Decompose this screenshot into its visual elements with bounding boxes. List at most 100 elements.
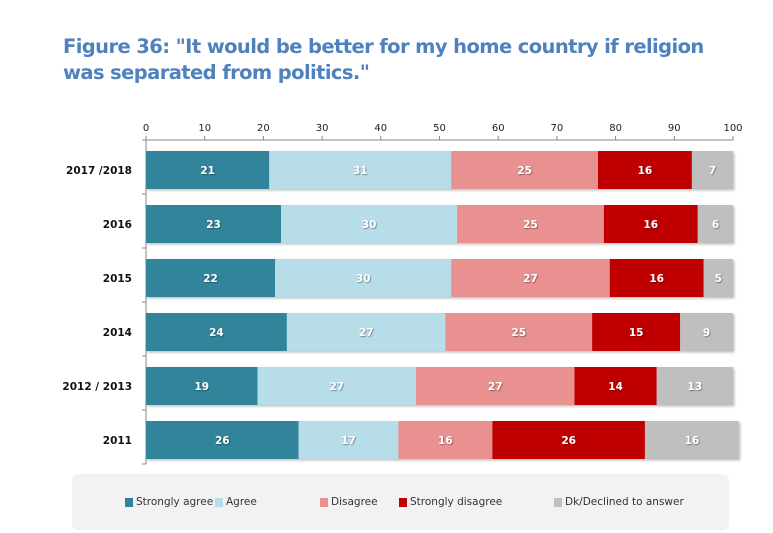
x-tick-label: 0 (143, 123, 149, 134)
bar-segment (691, 151, 733, 189)
data-label: 25 (511, 327, 526, 339)
x-tick-label: 90 (668, 123, 681, 134)
legend-label: Dk/Declined to answer (565, 496, 684, 508)
category-label: 2017 /2018 (66, 165, 132, 177)
bar-segment (656, 367, 733, 405)
data-label: 15 (629, 327, 644, 339)
data-label: 26 (215, 435, 230, 447)
data-label: 14 (608, 381, 623, 393)
x-tick-label: 70 (551, 123, 564, 134)
data-label: 27 (523, 273, 538, 285)
bar-row-labels: 23 30 25 16 6 (206, 219, 719, 231)
data-label: 13 (688, 381, 703, 393)
bar-row (146, 259, 733, 297)
bar-segment (146, 205, 282, 243)
bar-row-labels: 26 17 16 26 16 (215, 435, 699, 447)
bar-segment (680, 313, 733, 351)
data-label: 25 (517, 165, 532, 177)
bar-segment (574, 367, 657, 405)
bar-row (146, 313, 733, 351)
bar-segment (445, 313, 593, 351)
data-label: 25 (523, 219, 538, 231)
bar-segment (298, 421, 399, 459)
x-tick-label: 10 (198, 123, 211, 134)
data-label: 16 (644, 219, 659, 231)
bar-segment (697, 205, 733, 243)
bar-segment (146, 259, 276, 297)
data-label: 9 (703, 327, 710, 339)
legend-swatch (399, 497, 407, 507)
bar-segment (257, 367, 417, 405)
x-tick-label: 30 (316, 123, 329, 134)
bar-segment (603, 205, 698, 243)
x-tick-label: 20 (257, 123, 270, 134)
bar-segment (146, 151, 270, 189)
data-label: 19 (194, 381, 209, 393)
legend-item: Disagree (320, 496, 378, 508)
data-label: 17 (341, 435, 356, 447)
legend-label: Strongly agree (136, 496, 214, 508)
data-label: 5 (715, 273, 722, 285)
data-label: 7 (709, 165, 716, 177)
data-label: 27 (488, 381, 503, 393)
bar-row (146, 367, 733, 405)
data-label: 27 (329, 381, 344, 393)
bar-segment (492, 421, 645, 459)
legend-label: Disagree (331, 496, 378, 508)
category-label: 2012 / 2013 (62, 381, 132, 393)
bar-segment (451, 259, 610, 297)
category-label: 2016 (103, 219, 132, 231)
bar-segment (275, 259, 452, 297)
bar-row-labels: 24 27 25 15 9 (209, 327, 710, 339)
bar-row-labels: 21 31 25 16 7 (200, 165, 716, 177)
category-label: 2015 (103, 273, 132, 285)
legend-item: Strongly agree (125, 496, 213, 508)
bar-segment (269, 151, 452, 189)
x-tick-label: 60 (492, 123, 505, 134)
legend-swatch (125, 497, 133, 507)
bar-segment (703, 259, 733, 297)
bar-row-labels: 19 27 27 14 13 (194, 381, 702, 393)
bar-segment (281, 205, 458, 243)
bar-row-labels: 22 30 27 16 5 (203, 273, 722, 285)
data-label: 24 (209, 327, 224, 339)
y-axis: 2017 /2018 2016 2015 2014 2012 / 2013 2011 (62, 139, 147, 465)
x-axis: 0 10 20 30 40 50 60 70 80 90 100 (143, 123, 743, 141)
bar-row (146, 421, 739, 459)
category-label: 2011 (103, 435, 132, 447)
legend-item: Dk/Declined to answer (554, 496, 684, 508)
bar-segment (416, 367, 575, 405)
data-label: 30 (356, 273, 371, 285)
x-tick-label: 100 (723, 123, 742, 134)
bar-row (146, 205, 733, 243)
bar-segment (451, 151, 598, 189)
x-tick-label: 80 (609, 123, 622, 134)
legend: Strongly agree Agree Disagree Strongly disa… (72, 474, 729, 530)
legend-label: Agree (226, 496, 257, 508)
bar-segment (286, 313, 446, 351)
bar-segment (398, 421, 493, 459)
data-label: 27 (359, 327, 374, 339)
legend-label: Strongly disagree (410, 496, 503, 508)
data-label: 30 (362, 219, 377, 231)
legend-swatch (320, 497, 328, 507)
bars-group: 21 31 25 16 7 23 30 25 16 6 22 30 27 16 5 24 27 25 15 9 19 27… (146, 151, 739, 459)
legend-swatch (554, 497, 562, 507)
x-tick-label: 40 (374, 123, 387, 134)
data-label: 31 (353, 165, 368, 177)
bar-segment (644, 421, 739, 459)
data-label: 16 (638, 165, 653, 177)
bar-row (146, 151, 733, 189)
bar-segment (146, 367, 258, 405)
bar-segment (592, 313, 681, 351)
data-label: 22 (203, 273, 218, 285)
chart-title: Figure 36: "It would be better for my ho… (63, 35, 704, 84)
bar-segment (146, 421, 299, 459)
legend-swatch (215, 497, 223, 507)
x-tick-label: 50 (433, 123, 446, 134)
bar-segment (609, 259, 704, 297)
data-label: 16 (649, 273, 664, 285)
bar-segment (146, 313, 287, 351)
bar-segment (457, 205, 604, 243)
